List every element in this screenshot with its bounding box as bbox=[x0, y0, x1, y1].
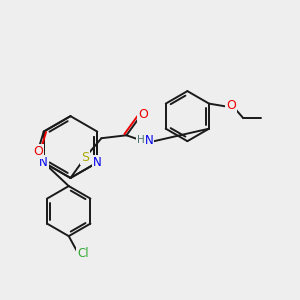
Text: H: H bbox=[137, 135, 145, 145]
Text: N: N bbox=[93, 156, 102, 169]
Text: S: S bbox=[81, 151, 89, 164]
Text: O: O bbox=[226, 99, 236, 112]
Text: N: N bbox=[39, 156, 48, 169]
Text: N: N bbox=[145, 134, 154, 147]
Text: Cl: Cl bbox=[77, 247, 89, 260]
Text: O: O bbox=[33, 145, 43, 158]
Text: O: O bbox=[138, 108, 148, 121]
